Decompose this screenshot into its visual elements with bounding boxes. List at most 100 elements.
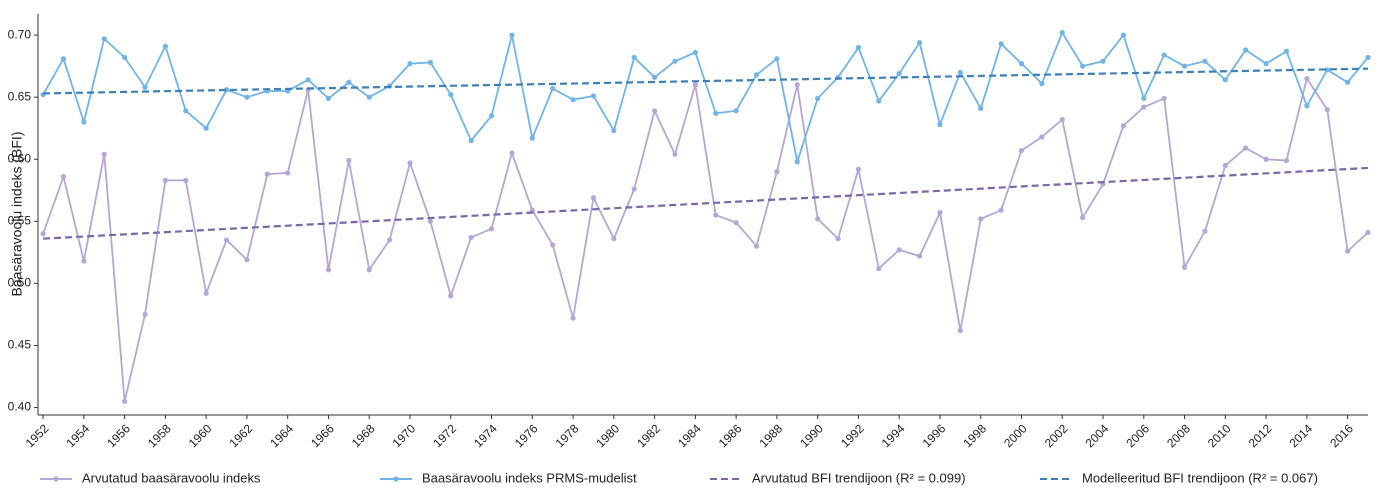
point (651, 74, 658, 80)
x-tick-label: 1974 (471, 421, 500, 450)
x-tick-label: 1992 (838, 421, 867, 450)
point (876, 265, 882, 272)
point (1059, 30, 1065, 36)
point (876, 98, 882, 104)
point (570, 315, 576, 321)
series-line (42, 76, 1369, 402)
point (815, 216, 821, 222)
point (285, 170, 291, 176)
x-tick-label: 2010 (1205, 421, 1234, 450)
point (448, 293, 454, 299)
legend-label: Arvutatud BFI trendijoon (R² = 0.099) (752, 470, 966, 485)
point (753, 72, 760, 78)
point (509, 32, 515, 38)
x-tick-label: 1962 (227, 421, 256, 450)
point (101, 36, 107, 42)
point (713, 110, 719, 116)
y-tick-label: 0.55 (8, 214, 32, 228)
x-tick-label: 1968 (349, 421, 378, 450)
point (713, 212, 719, 218)
y-tick-label: 0.45 (8, 338, 32, 352)
point (1161, 95, 1167, 102)
point (957, 69, 963, 75)
point (1039, 80, 1045, 87)
point (692, 49, 698, 56)
point (1202, 228, 1208, 234)
legend-marker (393, 476, 399, 482)
x-tick-label: 1972 (430, 421, 459, 450)
x-tick-label: 2004 (1083, 421, 1112, 450)
x-tick-label: 2008 (1164, 421, 1193, 450)
point (753, 243, 760, 249)
x-tick-label: 1998 (960, 421, 989, 450)
x-tick-label: 1978 (553, 421, 582, 450)
point (1365, 54, 1371, 61)
x-tick-label: 1982 (634, 421, 663, 450)
x-tick-label: 1976 (512, 421, 541, 450)
x-tick-label: 2002 (1042, 421, 1071, 450)
point (1324, 106, 1330, 113)
x-tick-label: 1954 (63, 421, 92, 450)
series-line (42, 30, 1369, 166)
x-tick-label: 2006 (1123, 421, 1152, 450)
point (1181, 264, 1188, 270)
point (672, 151, 678, 157)
point (407, 61, 413, 67)
y-tick-label: 0.50 (8, 276, 32, 290)
point (60, 174, 67, 180)
x-tick-label: 2000 (1001, 421, 1030, 450)
point (590, 195, 597, 201)
point (1018, 61, 1025, 67)
point (366, 267, 372, 273)
point (590, 93, 597, 99)
point (81, 258, 87, 264)
point (488, 113, 495, 119)
point (60, 56, 67, 62)
point (733, 108, 739, 114)
point (1202, 58, 1208, 64)
point (570, 97, 576, 103)
point (550, 85, 556, 92)
point (203, 125, 209, 131)
point (1304, 103, 1310, 109)
point (1018, 147, 1025, 154)
x-tick-label: 1994 (879, 421, 908, 450)
point (774, 169, 780, 175)
point (1304, 75, 1310, 82)
point (733, 219, 739, 226)
point (387, 237, 393, 243)
point (244, 257, 250, 263)
trend-line (43, 67, 1369, 95)
point (1345, 248, 1351, 254)
x-tick-label: 1966 (308, 421, 337, 450)
point (101, 151, 107, 157)
point (1181, 63, 1188, 69)
x-tick-label: 2016 (1327, 421, 1356, 450)
point (1222, 77, 1228, 83)
x-tick-label: 1986 (716, 421, 745, 450)
point (427, 218, 433, 224)
y-axis-label: Baasäravoolu indeks (BFI) (9, 132, 25, 297)
point (672, 58, 678, 64)
point (1141, 95, 1147, 102)
point (1080, 63, 1086, 69)
point (1283, 157, 1290, 164)
point (488, 226, 495, 232)
point (631, 54, 637, 61)
point (1141, 104, 1147, 110)
x-tick-label: 1956 (104, 421, 133, 450)
point (122, 54, 128, 61)
legend-label: Arvutatud baasäravoolu indeks (82, 470, 261, 485)
point (1263, 61, 1269, 67)
point (651, 108, 658, 114)
point (1243, 47, 1249, 53)
point (122, 398, 128, 404)
point (1283, 48, 1290, 54)
point (142, 311, 148, 318)
x-tick-label: 1988 (756, 421, 785, 450)
point (162, 43, 168, 49)
point (1120, 32, 1127, 38)
point (896, 70, 902, 77)
point (1100, 58, 1106, 64)
